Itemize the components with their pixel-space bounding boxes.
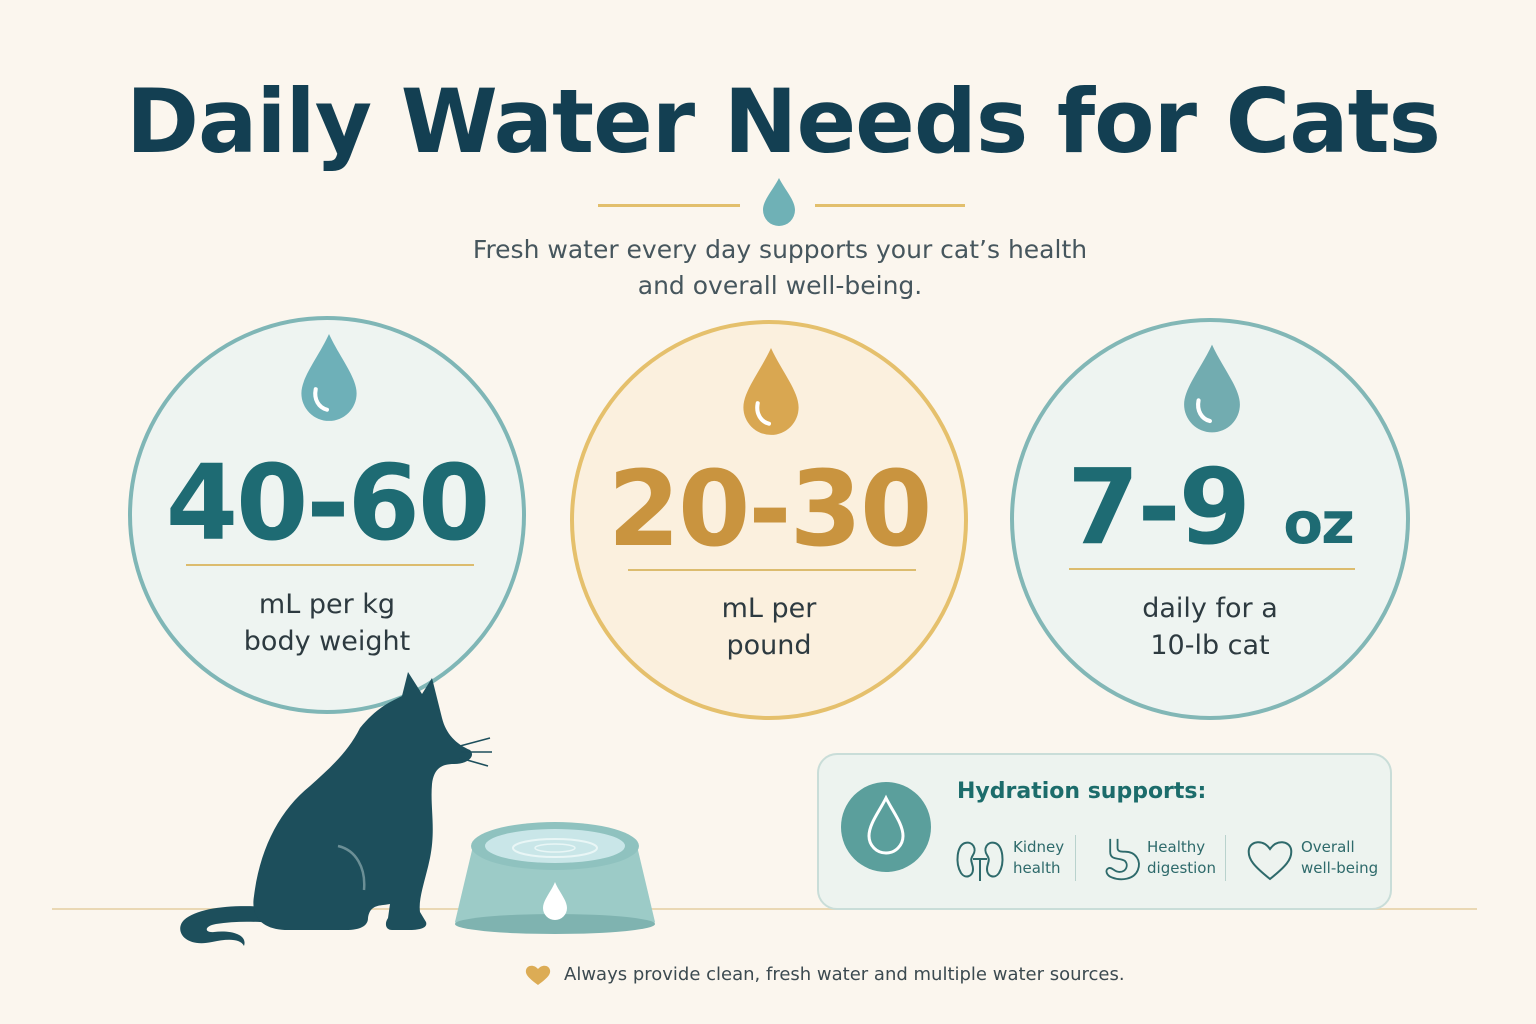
water-drop-icon <box>867 794 905 855</box>
benefit-label: Healthy digestion <box>1147 838 1216 877</box>
card-heading: Hydration supports: <box>957 779 1207 804</box>
stat-value: 20-30 <box>607 448 933 570</box>
stat-caption-line-1: daily for a <box>1142 593 1278 624</box>
hydration-badge <box>841 782 931 872</box>
water-bowl <box>455 822 655 934</box>
separator <box>1225 835 1226 881</box>
subtitle-line-2: and overall well-being. <box>637 271 923 300</box>
separator <box>1075 835 1076 881</box>
stomach-icon <box>1105 838 1140 881</box>
stat-rule <box>186 564 474 566</box>
subtitle: Fresh water every day supports your cat’… <box>0 232 1536 304</box>
kidney-icon <box>956 841 1004 881</box>
ground-line <box>52 908 1477 910</box>
hydration-card: Hydration supports: Kidney health Health… <box>817 753 1392 910</box>
cat-silhouette <box>180 672 492 946</box>
stat-value-unit: oz <box>1283 489 1355 557</box>
heart-icon <box>1247 841 1293 881</box>
stat-circle-per-kg: 40-60 mL per kg body weight <box>128 316 526 714</box>
benefit-wellbeing: Overall well-being <box>1245 831 1385 891</box>
stat-value: 40-60 <box>165 442 491 564</box>
stat-value-number: 7-9 <box>1067 446 1251 568</box>
stat-caption: mL per kg body weight <box>132 586 522 660</box>
stat-rule <box>628 569 916 571</box>
page-title: Daily Water Needs for Cats <box>125 70 1441 173</box>
stat-caption: daily for a 10-lb cat <box>1014 590 1406 664</box>
stat-caption-line-1: mL per <box>721 593 817 624</box>
stat-value: 7-9 oz <box>1014 446 1406 568</box>
benefit-label: Overall well-being <box>1301 838 1379 877</box>
subtitle-line-1: Fresh water every day supports your cat’… <box>472 235 1088 264</box>
benefit-kidney: Kidney health <box>955 831 1075 891</box>
benefit-digestion: Healthy digestion <box>1101 831 1231 891</box>
divider-left <box>598 204 740 207</box>
water-drop-icon <box>1184 344 1240 433</box>
divider-right <box>815 204 965 207</box>
benefit-label: Kidney health <box>1013 838 1065 877</box>
stat-caption-line-2: 10-lb cat <box>1150 630 1270 661</box>
water-drop-icon <box>763 178 795 226</box>
water-drop-icon <box>301 334 357 421</box>
stat-rule <box>1069 568 1355 570</box>
stat-caption: mL per pound <box>574 590 964 664</box>
stat-caption-line-2: body weight <box>243 626 411 657</box>
footnote-text: Always provide clean, fresh water and mu… <box>564 964 1125 985</box>
stat-caption-line-2: pound <box>726 630 812 661</box>
stat-circle-per-pound: 20-30 mL per pound <box>570 320 968 720</box>
stat-circle-daily-oz: 7-9 oz daily for a 10-lb cat <box>1010 318 1410 720</box>
water-drop-icon <box>743 348 799 435</box>
stat-caption-line-1: mL per kg <box>258 589 396 620</box>
heart-icon <box>525 965 551 985</box>
